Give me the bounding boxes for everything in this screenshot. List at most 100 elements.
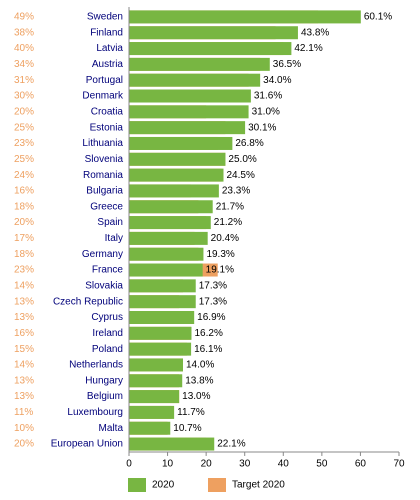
value-label: 31.0% xyxy=(252,106,280,117)
target-label: 13% xyxy=(14,312,34,323)
value-label: 13.0% xyxy=(182,391,210,402)
target-label: 30% xyxy=(14,91,34,102)
target-label: 34% xyxy=(14,59,34,70)
value-label: 36.5% xyxy=(273,59,301,70)
value-label: 14.0% xyxy=(186,360,214,371)
value-label: 13.8% xyxy=(185,375,213,386)
category-label: Romania xyxy=(83,170,123,181)
target-label: 17% xyxy=(14,233,34,244)
category-label: Italy xyxy=(105,233,123,244)
bar xyxy=(129,342,192,356)
target-label: 13% xyxy=(14,296,34,307)
target-label: 38% xyxy=(14,27,34,38)
bar xyxy=(129,421,171,435)
category-label: Estonia xyxy=(90,122,124,133)
target-label: 18% xyxy=(14,249,34,260)
value-label: 25.0% xyxy=(228,154,256,165)
value-label: 19.3% xyxy=(206,249,234,260)
x-tick-label: 70 xyxy=(393,459,405,470)
bar xyxy=(129,136,233,150)
value-label: 42.1% xyxy=(294,43,322,54)
category-label: Poland xyxy=(92,344,123,355)
target-label: 11% xyxy=(14,407,33,418)
value-label: 23.3% xyxy=(222,186,250,197)
target-label: 15% xyxy=(14,344,34,355)
x-tick-label: 40 xyxy=(278,459,290,470)
value-label: 10.7% xyxy=(173,423,201,434)
legend-label: Target 2020 xyxy=(232,480,285,491)
target-label: 16% xyxy=(14,328,34,339)
value-label: 17.3% xyxy=(199,280,227,291)
category-label: Cyprus xyxy=(91,312,123,323)
target-label: 20% xyxy=(14,217,34,228)
target-label: 20% xyxy=(14,439,34,450)
category-label: France xyxy=(92,265,124,276)
category-label: Sweden xyxy=(87,12,123,23)
category-label: Finland xyxy=(90,27,123,38)
category-label: Netherlands xyxy=(69,360,123,371)
target-label: 23% xyxy=(14,138,34,149)
value-label: 34.0% xyxy=(263,75,291,86)
value-label: 21.2% xyxy=(214,217,242,228)
bar xyxy=(129,358,183,372)
category-label: Austria xyxy=(92,59,124,70)
category-label: Portugal xyxy=(86,75,123,86)
category-label: Greece xyxy=(90,201,123,212)
target-label: 14% xyxy=(14,280,34,291)
bar xyxy=(129,184,219,198)
category-label: European Union xyxy=(51,439,123,450)
bar xyxy=(129,295,196,309)
bar xyxy=(129,73,261,87)
legend-label: 2020 xyxy=(152,480,175,491)
category-label: Belgium xyxy=(87,391,123,402)
x-tick-label: 20 xyxy=(201,459,213,470)
value-label: 24.5% xyxy=(227,170,255,181)
target-label: 49% xyxy=(14,12,34,23)
value-label: 31.6% xyxy=(254,91,282,102)
value-label: 16.2% xyxy=(194,328,222,339)
bar xyxy=(129,168,224,182)
value-label: 11.7% xyxy=(177,407,205,418)
bar xyxy=(129,279,196,293)
bar xyxy=(129,105,249,119)
bar xyxy=(129,437,215,451)
legend-swatch xyxy=(208,478,226,492)
bar xyxy=(129,200,213,214)
bar xyxy=(129,390,180,404)
value-label: 21.7% xyxy=(216,201,244,212)
target-label: 23% xyxy=(14,265,34,276)
bar xyxy=(129,231,208,245)
category-label: Germany xyxy=(82,249,123,260)
value-label: 16.9% xyxy=(197,312,225,323)
x-tick-label: 0 xyxy=(126,459,132,470)
target-label: 13% xyxy=(14,391,34,402)
target-label: 13% xyxy=(14,375,34,386)
legend-swatch xyxy=(128,478,146,492)
target-label: 18% xyxy=(14,201,34,212)
category-label: Malta xyxy=(99,423,124,434)
bar xyxy=(129,374,183,388)
bar xyxy=(129,405,175,419)
target-label: 25% xyxy=(14,154,34,165)
category-label: Croatia xyxy=(91,106,124,117)
bar xyxy=(129,310,195,324)
bar xyxy=(129,247,204,261)
x-tick-label: 30 xyxy=(239,459,251,470)
category-label: Spain xyxy=(97,217,123,228)
value-label: 43.8% xyxy=(301,27,329,38)
category-label: Luxembourg xyxy=(67,407,123,418)
category-label: Hungary xyxy=(85,375,123,386)
target-label: 10% xyxy=(14,423,34,434)
category-label: Czech Republic xyxy=(53,296,123,307)
target-label: 25% xyxy=(14,122,34,133)
category-label: Slovenia xyxy=(85,154,124,165)
x-tick-label: 10 xyxy=(162,459,174,470)
category-label: Ireland xyxy=(92,328,123,339)
category-label: Latvia xyxy=(96,43,123,54)
category-label: Bulgaria xyxy=(86,186,123,197)
category-label: Lithuania xyxy=(82,138,123,149)
value-label: 17.3% xyxy=(199,296,227,307)
category-label: Denmark xyxy=(82,91,124,102)
x-tick-label: 50 xyxy=(316,459,328,470)
